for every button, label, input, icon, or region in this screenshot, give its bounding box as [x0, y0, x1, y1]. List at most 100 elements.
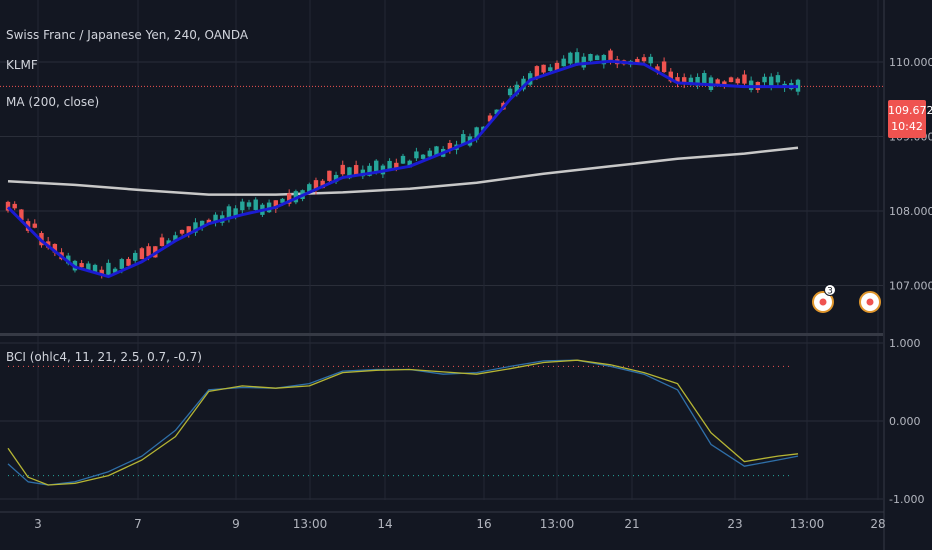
candle-body[interactable]: [715, 79, 720, 85]
candle-body[interactable]: [213, 214, 218, 223]
candle-body[interactable]: [240, 201, 245, 211]
candle-body[interactable]: [420, 154, 426, 159]
candle-body[interactable]: [179, 229, 185, 234]
time-tick-label: 13:00: [790, 517, 825, 531]
event-markers[interactable]: 3: [812, 284, 881, 313]
candle-body[interactable]: [32, 223, 37, 228]
candle-body[interactable]: [112, 268, 118, 273]
candle-body[interactable]: [79, 263, 84, 268]
candle-body[interactable]: [166, 240, 171, 245]
candle-body[interactable]: [246, 202, 252, 207]
candle-body[interactable]: [728, 77, 734, 83]
candle-body[interactable]: [92, 264, 98, 273]
candle-body[interactable]: [333, 174, 339, 182]
candle-body[interactable]: [233, 208, 238, 216]
candle-body[interactable]: [106, 262, 111, 275]
candle-body[interactable]: [119, 259, 125, 269]
candle-body[interactable]: [648, 56, 653, 64]
candle-body[interactable]: [742, 74, 747, 84]
indicator-bci-label[interactable]: BCI (ohlc4, 11, 21, 2.5, 0.7, -0.7): [6, 350, 202, 364]
candle-body[interactable]: [146, 246, 151, 257]
candle-body[interactable]: [487, 115, 493, 122]
candle-body[interactable]: [594, 55, 600, 61]
candle-body[interactable]: [340, 164, 345, 175]
candle-body[interactable]: [52, 243, 58, 253]
symbol-title[interactable]: Swiss Franc / Japanese Yen, 240, OANDA: [6, 28, 249, 42]
candle-body[interactable]: [474, 127, 479, 140]
candle-body[interactable]: [668, 71, 673, 82]
candle-body[interactable]: [655, 66, 660, 72]
candle-body[interactable]: [588, 54, 593, 61]
candle-body[interactable]: [554, 62, 560, 72]
candle-body[interactable]: [494, 109, 499, 115]
candle-body[interactable]: [461, 134, 466, 145]
candle-body[interactable]: [507, 88, 513, 96]
candle-body[interactable]: [447, 142, 453, 150]
candle-body[interactable]: [86, 263, 91, 271]
candle-body[interactable]: [374, 160, 379, 173]
candle-body[interactable]: [688, 77, 694, 84]
candle-body[interactable]: [635, 58, 640, 64]
candle-body[interactable]: [199, 220, 205, 227]
candle-body[interactable]: [273, 200, 278, 209]
candle-body[interactable]: [347, 167, 352, 179]
candle-body[interactable]: [775, 75, 781, 83]
candle-body[interactable]: [307, 184, 312, 192]
price-tick-label: 107.000: [889, 280, 932, 293]
candle-body[interactable]: [514, 84, 520, 95]
candle-body[interactable]: [126, 258, 131, 266]
candle-body[interactable]: [434, 146, 439, 156]
candle-body[interactable]: [735, 78, 740, 84]
candle-body[interactable]: [66, 255, 71, 264]
indicator-klmf-label[interactable]: KLMF: [6, 58, 38, 72]
indicator-ma-label[interactable]: MA (200, close): [6, 95, 100, 109]
candle-body[interactable]: [367, 165, 372, 176]
candle-body[interactable]: [12, 203, 17, 209]
candle-body[interactable]: [400, 155, 406, 164]
candle-body[interactable]: [320, 180, 325, 189]
candle-body[interactable]: [608, 50, 613, 61]
candle-body[interactable]: [280, 198, 285, 203]
candle-body[interactable]: [702, 73, 707, 84]
candle-body[interactable]: [5, 201, 11, 211]
candle-body[interactable]: [407, 160, 412, 168]
candle-body[interactable]: [159, 237, 165, 246]
candle-body[interactable]: [387, 160, 392, 170]
candle-body[interactable]: [541, 64, 546, 73]
candle-body[interactable]: [427, 150, 432, 157]
candle-body[interactable]: [548, 67, 553, 72]
candle-body[interactable]: [139, 248, 145, 260]
candle-body[interactable]: [568, 52, 573, 64]
candle-body[interactable]: [769, 76, 774, 87]
candle-body[interactable]: [574, 52, 580, 64]
candle-body[interactable]: [253, 199, 258, 210]
candle-body[interactable]: [133, 252, 138, 261]
candle-body[interactable]: [521, 78, 526, 90]
candle-body[interactable]: [681, 77, 687, 84]
candle-body[interactable]: [762, 76, 767, 83]
candle-body[interactable]: [286, 193, 292, 204]
candle-body[interactable]: [327, 170, 332, 181]
time-tick-label: 21: [624, 517, 639, 531]
candle-body[interactable]: [394, 162, 399, 168]
candle-body[interactable]: [226, 206, 232, 219]
candle-body[interactable]: [19, 209, 24, 221]
candle-body[interactable]: [601, 54, 607, 65]
candle-body[interactable]: [675, 77, 680, 84]
candle-body[interactable]: [206, 219, 212, 225]
candle-body[interactable]: [661, 61, 667, 73]
candle-body[interactable]: [534, 66, 540, 77]
candle-body[interactable]: [722, 81, 727, 87]
candle-body[interactable]: [695, 76, 700, 86]
candle-body[interactable]: [193, 222, 198, 233]
candle-body[interactable]: [173, 235, 178, 242]
candle-body[interactable]: [561, 58, 566, 67]
candle-body[interactable]: [313, 180, 319, 191]
candle-body[interactable]: [186, 226, 191, 235]
candle-body[interactable]: [353, 165, 359, 176]
candle-body[interactable]: [99, 269, 104, 275]
candle-body[interactable]: [641, 57, 647, 62]
candle-body[interactable]: [414, 151, 419, 159]
